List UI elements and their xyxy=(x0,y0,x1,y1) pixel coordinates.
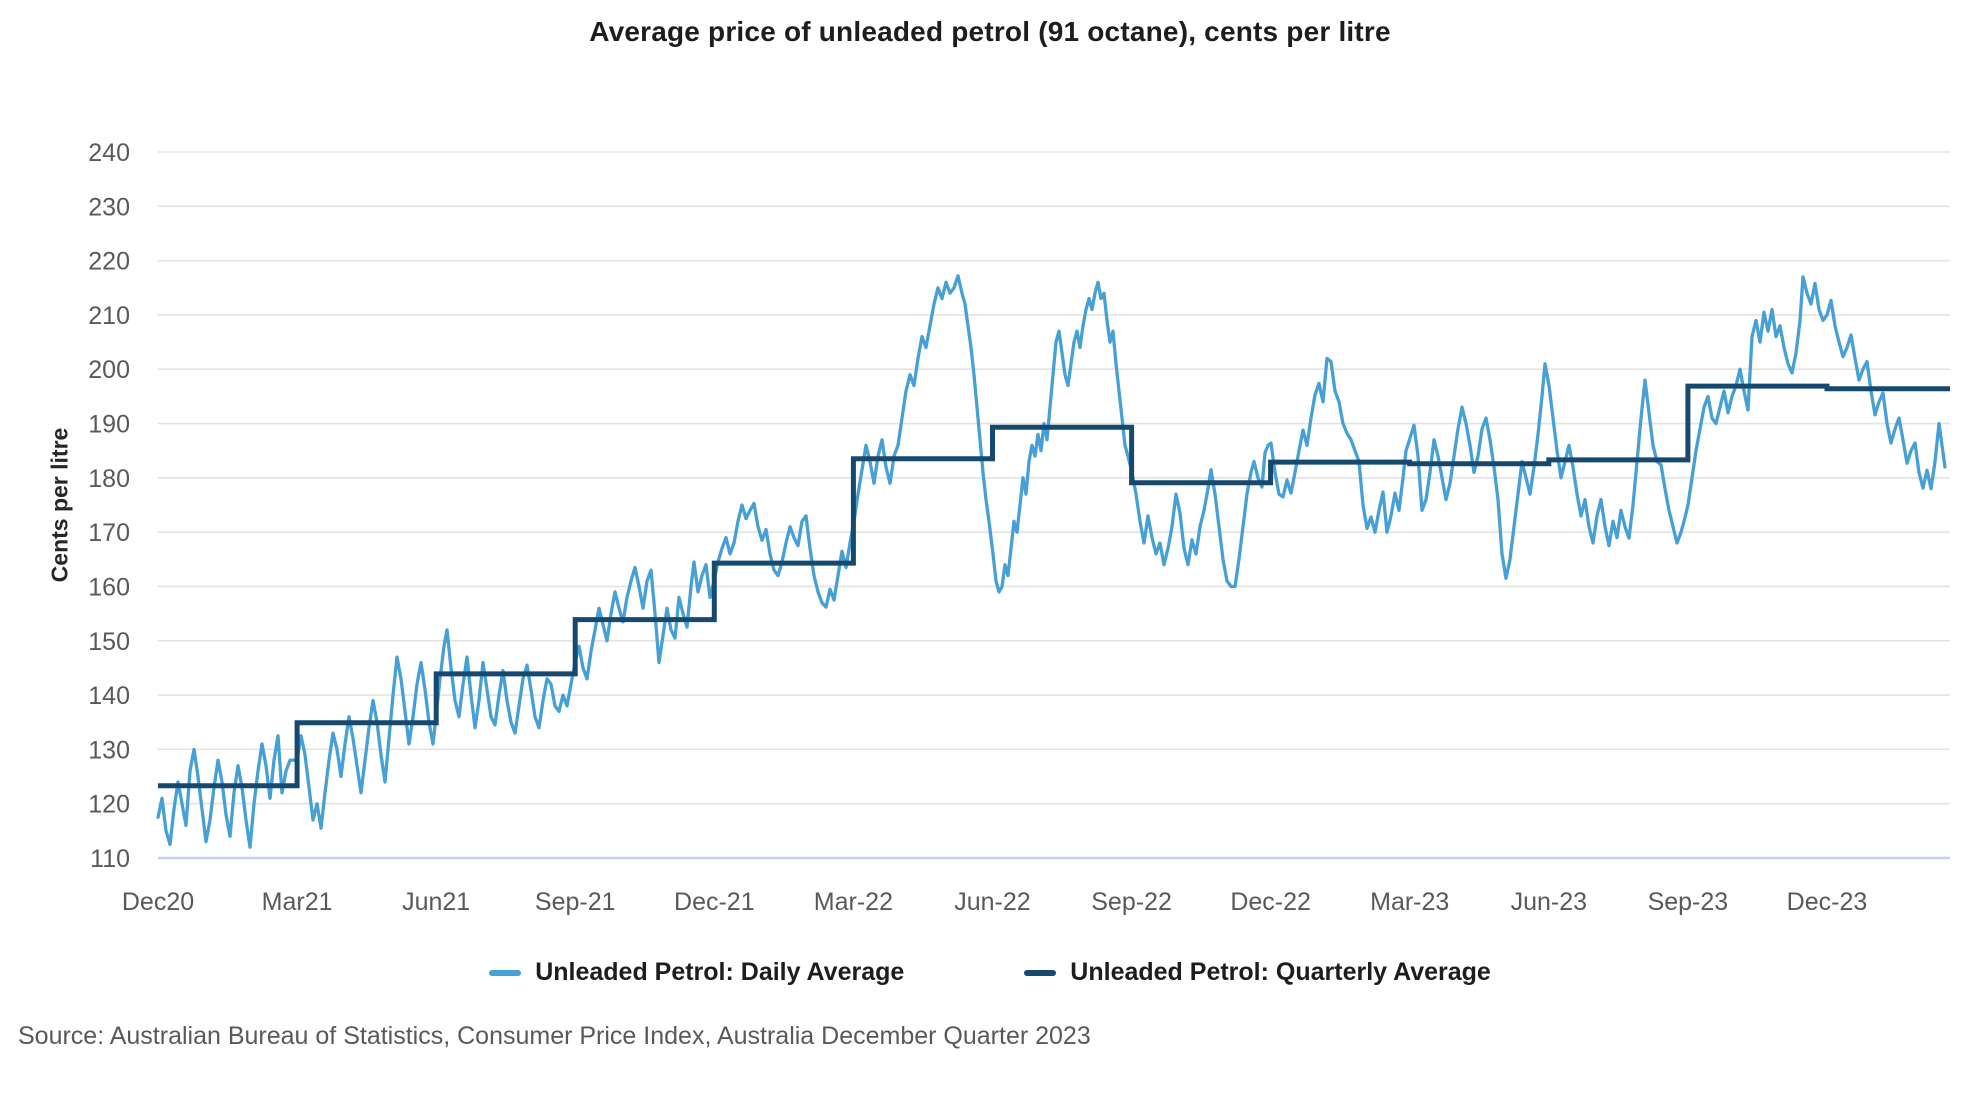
x-tick-label: Sep-22 xyxy=(1091,888,1172,916)
x-tick-label: Sep-21 xyxy=(535,888,616,916)
y-tick-label: 150 xyxy=(88,628,130,656)
x-tick-label: Sep-23 xyxy=(1648,888,1729,916)
y-tick-label: 110 xyxy=(90,845,130,873)
x-tick-label: Mar21 xyxy=(262,888,333,916)
chart-legend: Unleaded Petrol: Daily Average Unleaded … xyxy=(330,958,1650,987)
x-tick-label: Dec-21 xyxy=(674,888,755,916)
x-tick-label: Dec-23 xyxy=(1787,888,1868,916)
daily-legend-label: Unleaded Petrol: Daily Average xyxy=(535,958,905,986)
chart-plot-area: 110 120 130 140 150 160 170 180 190 200 210 220 230 2… xyxy=(88,139,1950,916)
x-tick-label: Jun21 xyxy=(402,888,470,916)
y-tick-label: 130 xyxy=(88,736,130,764)
chart-title: Average price of unleaded petrol (91 oct… xyxy=(589,16,1391,47)
daily-legend-swatch-icon xyxy=(489,969,522,976)
y-tick-label: 240 xyxy=(88,139,130,167)
y-tick-label: 120 xyxy=(88,791,130,819)
x-tick-label: Jun-22 xyxy=(954,888,1030,916)
x-axis-tick-labels: Dec20 Mar21 Jun21 Sep-21 Dec-21 Mar-22 Jun-22 S… xyxy=(122,888,1867,916)
source-note: Source: Australian Bureau of Statistics,… xyxy=(18,1022,1091,1050)
x-tick-label: Mar-23 xyxy=(1370,888,1449,916)
x-tick-label: Dec-22 xyxy=(1230,888,1311,916)
quarterly-legend-label: Unleaded Petrol: Quarterly Average xyxy=(1070,958,1491,986)
y-tick-label: 170 xyxy=(88,519,130,547)
y-tick-label: 180 xyxy=(88,465,130,493)
y-axis-tick-labels: 110 120 130 140 150 160 170 180 190 200 210 220 230 2… xyxy=(88,139,130,873)
legend-item-quarterly: Unleaded Petrol: Quarterly Average xyxy=(1024,958,1491,987)
legend-item-daily: Unleaded Petrol: Daily Average xyxy=(489,958,904,987)
y-tick-label: 230 xyxy=(88,193,130,221)
x-tick-label: Dec20 xyxy=(122,888,194,916)
x-tick-label: Jun-23 xyxy=(1511,888,1587,916)
y-tick-label: 190 xyxy=(88,411,130,439)
y-tick-label: 140 xyxy=(88,682,130,710)
gridlines xyxy=(158,151,1950,860)
y-tick-label: 200 xyxy=(88,356,130,384)
y-tick-label: 210 xyxy=(88,302,130,330)
quarterly-series-line xyxy=(158,383,1950,789)
x-tick-label: Mar-22 xyxy=(814,888,893,916)
daily-series-line xyxy=(156,274,1947,849)
y-tick-label: 160 xyxy=(88,573,130,601)
quarterly-legend-swatch-icon xyxy=(1024,969,1057,976)
y-tick-label: 220 xyxy=(88,248,130,276)
